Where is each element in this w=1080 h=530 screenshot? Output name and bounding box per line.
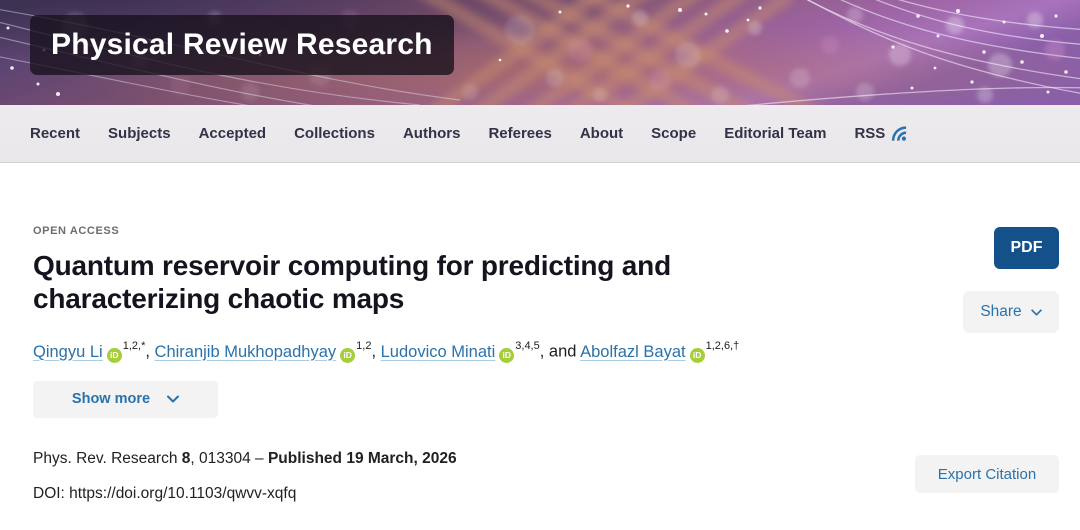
journal-header: Physical Review Research xyxy=(0,0,1080,105)
author-link[interactable]: Qingyu Li xyxy=(33,342,103,361)
share-button-label: Share xyxy=(980,303,1022,320)
author-link[interactable]: Chiranjib Mukhopadhyay xyxy=(154,342,337,361)
nav-item-rss-label: RSS xyxy=(854,125,886,142)
nav-item-scope[interactable]: Scope xyxy=(651,125,697,142)
author-link[interactable]: Abolfazl Bayat xyxy=(580,342,686,361)
doi-line: DOI: https://doi.org/10.1103/qwvv-xqfq xyxy=(33,484,297,502)
share-button[interactable]: Share xyxy=(963,291,1059,333)
show-more-label: Show more xyxy=(71,391,151,408)
show-more-button[interactable]: Show more xyxy=(33,380,218,418)
author: Chiranjib Mukhopadhyay iD1,2 xyxy=(154,340,372,363)
chevron-down-icon xyxy=(1030,308,1042,316)
header-background-art xyxy=(0,0,1080,105)
author-link[interactable]: Ludovico Minati xyxy=(380,342,496,361)
nav-item-authors[interactable]: Authors xyxy=(402,125,461,142)
nav-item-editorial-team[interactable]: Editorial Team xyxy=(724,125,827,142)
orcid-icon[interactable]: iD xyxy=(499,347,515,363)
author: Ludovico Minati iD3,4,5 xyxy=(380,340,540,363)
article-content: OPEN ACCESS Quantum reservoir computing … xyxy=(0,163,1080,503)
nav-item-referees[interactable]: Referees xyxy=(488,125,552,142)
author-separator: , xyxy=(371,342,381,361)
citation-article-number: , 013304 – xyxy=(190,449,268,467)
orcid-icon[interactable]: iD xyxy=(689,347,705,363)
nav-item-rss[interactable]: RSS xyxy=(854,125,908,142)
nav-item-accepted[interactable]: Accepted xyxy=(198,125,267,142)
nav-item-collections[interactable]: Collections xyxy=(294,125,375,142)
rss-icon xyxy=(891,125,908,142)
pdf-button-label: PDF xyxy=(1010,239,1043,256)
main-nav: Recent Subjects Accepted Collections Aut… xyxy=(0,105,1080,163)
journal-logo[interactable]: Physical Review Research xyxy=(30,15,454,75)
nav-item-about[interactable]: About xyxy=(579,125,624,142)
export-citation-button[interactable]: Export Citation xyxy=(915,455,1059,493)
nav-item-subjects[interactable]: Subjects xyxy=(108,125,171,142)
chevron-down-icon xyxy=(167,395,180,403)
citation-published-date: Published 19 March, 2026 xyxy=(267,449,457,467)
orcid-icon[interactable]: iD xyxy=(106,347,122,363)
article-title: Quantum reservoir computing for predicti… xyxy=(33,250,671,315)
author-affiliations: 1,2,* xyxy=(122,340,146,353)
orcid-icon[interactable]: iD xyxy=(340,347,356,363)
author-separator: , and xyxy=(539,342,581,361)
author: Abolfazl Bayat iD1,2,6,† xyxy=(580,340,740,363)
journal-title: Physical Review Research xyxy=(51,28,433,61)
open-access-badge: OPEN ACCESS xyxy=(33,225,120,237)
nav-item-recent[interactable]: Recent xyxy=(30,125,81,142)
author-affiliations: 3,4,5 xyxy=(515,340,540,353)
pdf-button[interactable]: PDF xyxy=(994,227,1059,269)
citation-journal: Phys. Rev. Research xyxy=(33,449,182,467)
citation-volume: 8 xyxy=(181,449,191,467)
author-list: Qingyu Li iD1,2,*, Chiranjib Mukhopadhyay… xyxy=(33,340,1059,363)
author-separator: , xyxy=(145,342,155,361)
citation-line: Phys. Rev. Research 8, 013304 – Publishe… xyxy=(33,450,1059,468)
author-affiliations: 1,2 xyxy=(356,340,372,353)
author-affiliations: 1,2,6,† xyxy=(705,340,740,353)
export-citation-label: Export Citation xyxy=(937,465,1037,483)
author: Qingyu Li iD1,2,* xyxy=(33,340,146,363)
